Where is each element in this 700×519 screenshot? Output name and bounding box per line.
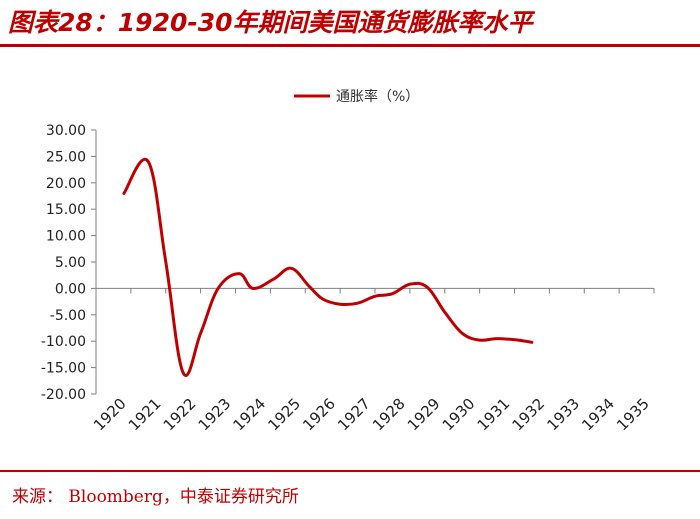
y-tick-label: -15.00 bbox=[41, 361, 86, 377]
figure-title: 图表28：1920-30年期间美国通货膨胀率水平 bbox=[8, 8, 533, 37]
series-line-inflation bbox=[122, 157, 534, 377]
x-tick-label: 1927 bbox=[334, 395, 374, 435]
x-tick-label: 1921 bbox=[125, 395, 165, 435]
x-tick-label: 1924 bbox=[230, 395, 270, 435]
x-tick-label: 1923 bbox=[195, 395, 235, 435]
y-tick-label: -20.00 bbox=[41, 387, 86, 403]
y-tick-label: 30.00 bbox=[46, 123, 86, 139]
y-tick-label: 25.00 bbox=[46, 149, 86, 165]
x-tick-label: 1926 bbox=[299, 395, 339, 435]
y-tick-label: 10.00 bbox=[46, 229, 86, 245]
footer-divider bbox=[0, 470, 700, 472]
x-tick-label: 1922 bbox=[160, 395, 200, 435]
x-tick-label: 1935 bbox=[613, 395, 653, 435]
y-tick-label: 0.00 bbox=[55, 281, 86, 297]
y-tick-label: 5.00 bbox=[55, 255, 86, 271]
y-tick-label: 20.00 bbox=[46, 176, 86, 192]
legend-label: 通胀率（%） bbox=[336, 88, 419, 105]
x-tick-label: 1928 bbox=[369, 395, 409, 435]
y-axis: 30.00 25.00 20.00 15.00 10.00 5.00 0.00 -5.00 -1… bbox=[41, 123, 97, 403]
y-tick-label: 15.00 bbox=[46, 202, 86, 218]
x-tick-label: 1925 bbox=[264, 395, 304, 435]
x-tick-label: 1929 bbox=[404, 395, 444, 435]
series-group bbox=[122, 157, 534, 377]
legend: 通胀率（%） bbox=[294, 88, 419, 105]
x-axis: 1920192119221923192419251926192719281929… bbox=[90, 287, 655, 435]
x-tick-label: 1931 bbox=[474, 395, 514, 435]
x-tick-label: 1930 bbox=[439, 395, 479, 435]
y-tick-label: -5.00 bbox=[50, 308, 86, 324]
title-divider bbox=[0, 44, 700, 47]
x-tick-label: 1920 bbox=[90, 395, 130, 435]
source-note: 来源： Bloomberg，中泰证券研究所 bbox=[12, 487, 299, 507]
inflation-line-chart: 通胀率（%） 30.00 25.00 20.00 15.00 10.00 5.00 0.00… bbox=[41, 88, 655, 435]
x-tick-label: 1934 bbox=[578, 395, 618, 435]
y-tick-label: -10.00 bbox=[41, 334, 86, 350]
x-tick-label: 1932 bbox=[509, 395, 549, 435]
x-tick-label: 1933 bbox=[543, 395, 583, 435]
